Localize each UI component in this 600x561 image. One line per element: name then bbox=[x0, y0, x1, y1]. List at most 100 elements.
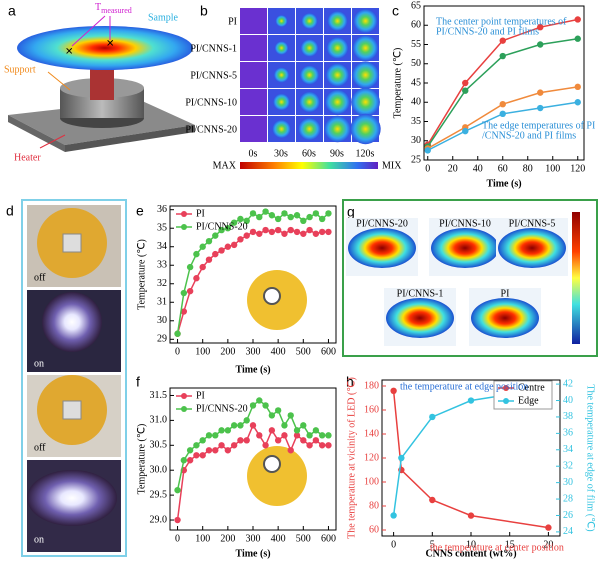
point bbox=[256, 213, 263, 221]
point bbox=[243, 217, 250, 225]
x-tick-label: 500 bbox=[296, 533, 311, 544]
y-axis-label: Temperature (℃) bbox=[136, 239, 147, 310]
legend-swatch bbox=[181, 406, 187, 412]
point bbox=[281, 210, 288, 217]
point bbox=[262, 442, 269, 449]
inset bbox=[247, 270, 307, 506]
hot-spot bbox=[324, 115, 351, 143]
led bbox=[263, 455, 281, 473]
panel-g: g bbox=[342, 199, 598, 357]
point bbox=[312, 427, 320, 434]
panel-label: h bbox=[346, 374, 354, 390]
y-tick-label: 32 bbox=[157, 278, 167, 289]
point bbox=[306, 432, 313, 439]
point bbox=[574, 35, 581, 42]
y-tick-label: 30.5 bbox=[150, 440, 168, 451]
point bbox=[274, 437, 282, 444]
y-tick-label: 29.5 bbox=[150, 489, 168, 500]
point bbox=[212, 447, 219, 454]
y-tick-label: 180 bbox=[364, 380, 379, 391]
y-tick-label: 40 bbox=[411, 97, 421, 108]
x-tick-label: 600 bbox=[321, 346, 336, 357]
point bbox=[212, 432, 219, 439]
legend-label: Centre bbox=[518, 382, 545, 393]
support-label: Support bbox=[4, 64, 36, 75]
y-tick-label: 65 bbox=[411, 0, 421, 11]
point bbox=[312, 230, 320, 237]
point bbox=[218, 226, 225, 234]
y-tick-label: 50 bbox=[411, 58, 421, 69]
row-label: PI/CNNS-5 bbox=[190, 70, 237, 81]
annotation: PI/CNNS-20 and PI films bbox=[436, 26, 539, 37]
point bbox=[174, 516, 181, 524]
x-axis-label: Time (s) bbox=[235, 364, 270, 375]
colorbar bbox=[572, 212, 580, 344]
panel-label: c bbox=[392, 3, 399, 19]
point bbox=[398, 454, 405, 462]
row-label: PI bbox=[228, 16, 237, 27]
x-tick-label: 20 bbox=[448, 163, 458, 174]
point bbox=[256, 432, 263, 439]
point bbox=[205, 447, 213, 454]
x-tick-label: 100 bbox=[195, 346, 210, 357]
point bbox=[287, 226, 294, 234]
t-sub: measured bbox=[101, 6, 132, 15]
x-tick-label: 0 bbox=[175, 346, 180, 357]
point bbox=[249, 228, 257, 236]
y2-tick-label: 30 bbox=[563, 477, 573, 488]
x-axis-label: Time (s) bbox=[235, 548, 270, 559]
x-tick-label: 10 bbox=[466, 539, 476, 550]
hot-spot bbox=[352, 35, 379, 61]
y-tick-label: 35 bbox=[411, 116, 421, 127]
hot-spot bbox=[301, 13, 318, 29]
point bbox=[186, 447, 194, 454]
point bbox=[390, 387, 397, 394]
point bbox=[462, 127, 469, 135]
pointer bbox=[39, 134, 66, 149]
point bbox=[193, 452, 200, 459]
point bbox=[193, 442, 200, 449]
y-tick-label: 33 bbox=[157, 260, 167, 271]
hot-spot bbox=[325, 63, 350, 87]
sim-label: PI/CNNS-10 bbox=[439, 218, 491, 229]
point bbox=[318, 432, 326, 439]
hot-spot bbox=[351, 87, 380, 117]
legend-label: Edge bbox=[518, 395, 539, 406]
heater-label: Heater bbox=[14, 152, 41, 163]
y-axis-label: The temperature at vicinity of LED (℃) bbox=[346, 377, 357, 539]
point bbox=[462, 87, 469, 94]
y-tick-label: 29.0 bbox=[150, 514, 168, 525]
point bbox=[499, 100, 506, 108]
row-label: PI/CNNS-20 bbox=[185, 124, 237, 135]
y-axis-label: Temperature (℃) bbox=[392, 48, 403, 119]
point bbox=[224, 243, 232, 250]
point bbox=[199, 437, 206, 444]
point bbox=[281, 422, 288, 429]
hot-spot bbox=[325, 89, 350, 115]
x-tick-label: 200 bbox=[220, 533, 235, 544]
point bbox=[218, 442, 225, 449]
panel-label: g bbox=[347, 204, 355, 220]
point bbox=[537, 23, 544, 31]
panel-label: e bbox=[136, 203, 144, 219]
y-tick-label: 55 bbox=[411, 39, 421, 50]
legend-label: PI bbox=[196, 208, 205, 219]
x-axis-label: Time (s) bbox=[486, 178, 521, 189]
x-tick-label: 20 bbox=[543, 539, 553, 550]
y-tick-label: 160 bbox=[364, 404, 379, 415]
point bbox=[224, 427, 232, 434]
y2-tick-label: 34 bbox=[563, 444, 573, 455]
x-tick-label: 500 bbox=[296, 346, 311, 357]
point bbox=[429, 496, 436, 504]
x-tick-label: 0 bbox=[175, 533, 180, 544]
panel-b: b MAX MIX bbox=[200, 3, 402, 172]
x-tick-label: 300 bbox=[246, 533, 261, 544]
sim-label: PI bbox=[501, 288, 510, 299]
y-tick-label: 31 bbox=[157, 297, 167, 308]
col-label: 0s bbox=[249, 148, 258, 159]
x-tick-label: 100 bbox=[545, 163, 560, 174]
y2-tick-label: 42 bbox=[563, 378, 573, 389]
point bbox=[325, 442, 332, 449]
thermal-cell bbox=[240, 116, 267, 142]
point bbox=[224, 225, 232, 232]
